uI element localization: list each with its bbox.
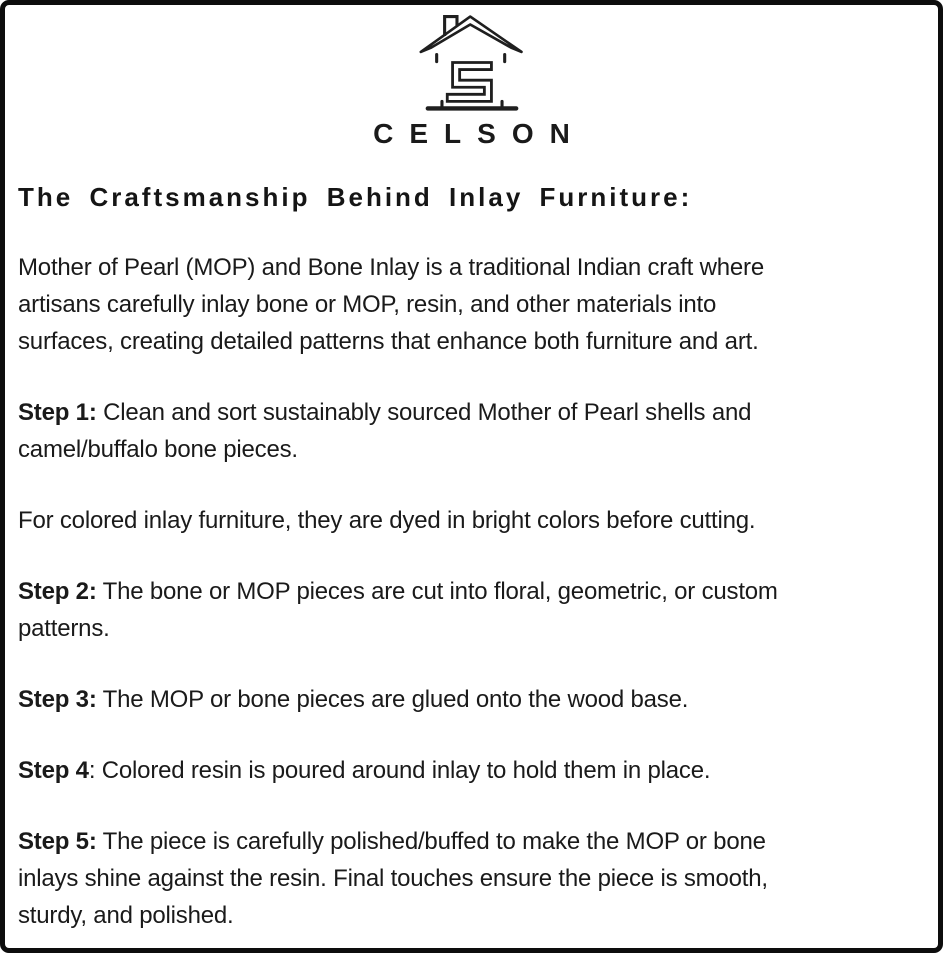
chimney-icon-part — [442, 15, 459, 36]
step-2-text: The bone or MOP pieces are cut into flor… — [18, 578, 778, 642]
step-3-paragraph: Step 3: The MOP or bone pieces are glued… — [18, 681, 920, 718]
page-title: The Craftsmanship Behind Inlay Furniture… — [18, 182, 693, 212]
step-3-label: Step 3: — [18, 686, 97, 713]
roof-icon-part — [418, 15, 523, 54]
step-4-paragraph: Step 4: Colored resin is poured around i… — [18, 752, 920, 789]
content: The Craftsmanship Behind Inlay Furniture… — [5, 180, 938, 934]
step-1-label: Step 1: — [18, 399, 97, 426]
step-2-paragraph: Step 2: The bone or MOP pieces are cut i… — [18, 573, 920, 647]
step-1-text: Clean and sort sustainably sourced Mothe… — [18, 399, 752, 463]
step-5-paragraph: Step 5: The piece is carefully polished/… — [18, 823, 920, 934]
step-5-text: The piece is carefully polished/buffed t… — [18, 828, 768, 929]
house-with-s-monogram-icon — [418, 15, 523, 111]
intro-text: Mother of Pearl (MOP) and Bone Inlay is … — [18, 254, 764, 355]
step-4-text: : Colored resin is poured around inlay t… — [88, 757, 711, 784]
brand-wordmark: CELSON — [373, 118, 586, 149]
step-5-label: Step 5: — [18, 828, 97, 855]
step-3-text: The MOP or bone pieces are glued onto th… — [96, 686, 689, 713]
s-monogram-icon-part — [445, 61, 493, 103]
intro-paragraph: Mother of Pearl (MOP) and Bone Inlay is … — [18, 249, 920, 360]
colored-inlay-paragraph: For colored inlay furniture, they are dy… — [18, 502, 920, 539]
step-2-label: Step 2: — [18, 578, 97, 605]
step-4-label: Step 4 — [18, 757, 89, 784]
logo-block: CELSON — [5, 5, 938, 150]
colored-inlay-text: For colored inlay furniture, they are dy… — [18, 507, 756, 534]
step-1-paragraph: Step 1: Clean and sort sustainably sourc… — [18, 394, 920, 468]
